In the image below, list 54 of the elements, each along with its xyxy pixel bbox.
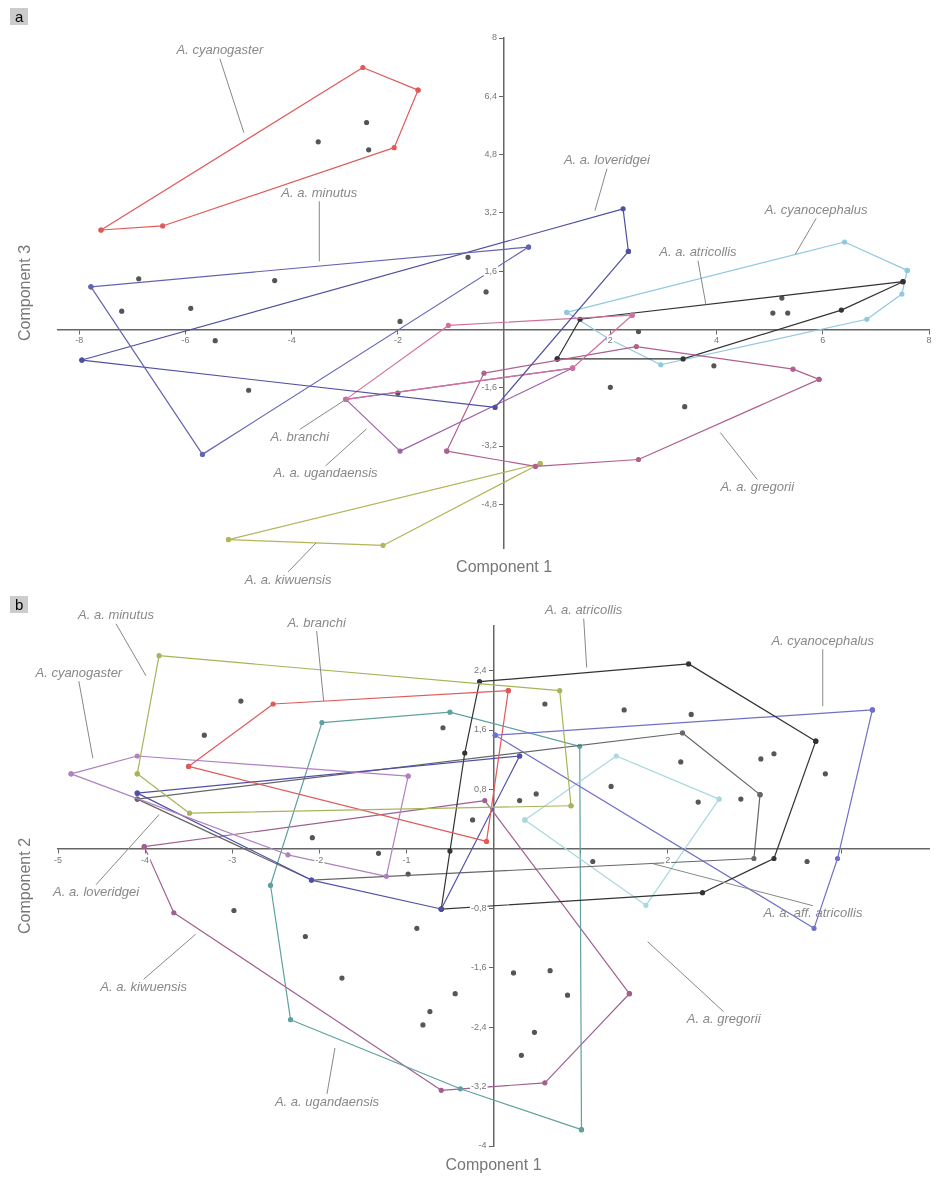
annotation: A. cyanogaster (175, 42, 264, 58)
annotation: A. branchi (286, 614, 348, 630)
chart-title: a (10, 8, 29, 25)
y-tick-label: 2,4 (473, 665, 487, 676)
x-tick-label: 8 (926, 335, 932, 346)
y-tick-label: -4 (478, 1140, 487, 1151)
x-tick-label: 2 (665, 854, 671, 865)
x-tick-label: -8 (75, 335, 84, 346)
y-tick-label: -3,2 (481, 440, 498, 451)
annotation: A. a. kiwuensis (243, 571, 332, 587)
y-tick-label: 1,6 (473, 724, 487, 735)
annotation: A. a. gregorii (719, 479, 796, 495)
x-axis-title: Component 1 (456, 558, 553, 576)
annotation: A. branchi (269, 428, 331, 444)
text: A. a. minutus (77, 607, 155, 623)
y-tick-label: -2,4 (470, 1021, 487, 1032)
x-tick-label: -5 (53, 854, 63, 865)
y-tick-label: -4,8 (481, 498, 498, 509)
x-tick-label: -1 (402, 854, 411, 865)
annotation: A. cyanogaster (34, 664, 123, 680)
y-tick-label: 6,4 (484, 90, 498, 101)
x-tick-label: -2 (393, 335, 402, 346)
annotation: A. a. ugandaensis (273, 1093, 380, 1109)
x-tick-label: -4 (141, 854, 150, 865)
annotation: A. a. atricollis (658, 244, 738, 260)
x-tick-label: -6 (181, 335, 190, 346)
text: A. a. atricollis (544, 602, 623, 618)
x-tick-label: -2 (315, 854, 324, 865)
y-tick-label: -0,8 (470, 902, 487, 913)
annotation: A. a. gregorii (685, 1011, 762, 1027)
y-axis-title: Component 3 (16, 244, 34, 342)
annotation: A. a. ugandaensis (272, 465, 379, 481)
annotation: A. cyanocephalus (763, 202, 868, 217)
y-tick-label: 3,2 (484, 207, 498, 218)
y-tick-label: 0,8 (473, 783, 487, 794)
x-tick-label: 4 (714, 335, 720, 346)
y-tick-label: -1,6 (481, 382, 498, 393)
y-axis-title: Component 2 (16, 837, 34, 935)
chart-title: b (10, 596, 29, 613)
y-tick-label: -1,6 (470, 962, 487, 973)
y-tick-label: -3,2 (470, 1081, 487, 1092)
x-tick-label: -4 (287, 335, 296, 346)
y-tick-label: 8 (492, 32, 498, 43)
y-tick-label: 4,8 (484, 149, 498, 160)
x-tick-label: -3 (228, 854, 237, 865)
y-tick-label: 1,6 (484, 265, 498, 276)
x-tick-label: 2 (607, 335, 613, 346)
x-axis-title: Component 1 (445, 1156, 542, 1174)
annotation: A. a. loveridgei (562, 152, 652, 168)
annotation: A. a. loveridgei (52, 884, 141, 900)
annotation: A. a. minutus (280, 184, 358, 200)
x-tick-label: 6 (820, 335, 826, 346)
annotation: A. cyanocephalus (770, 632, 875, 648)
annotation: A. a. kiwuensis (99, 978, 188, 994)
